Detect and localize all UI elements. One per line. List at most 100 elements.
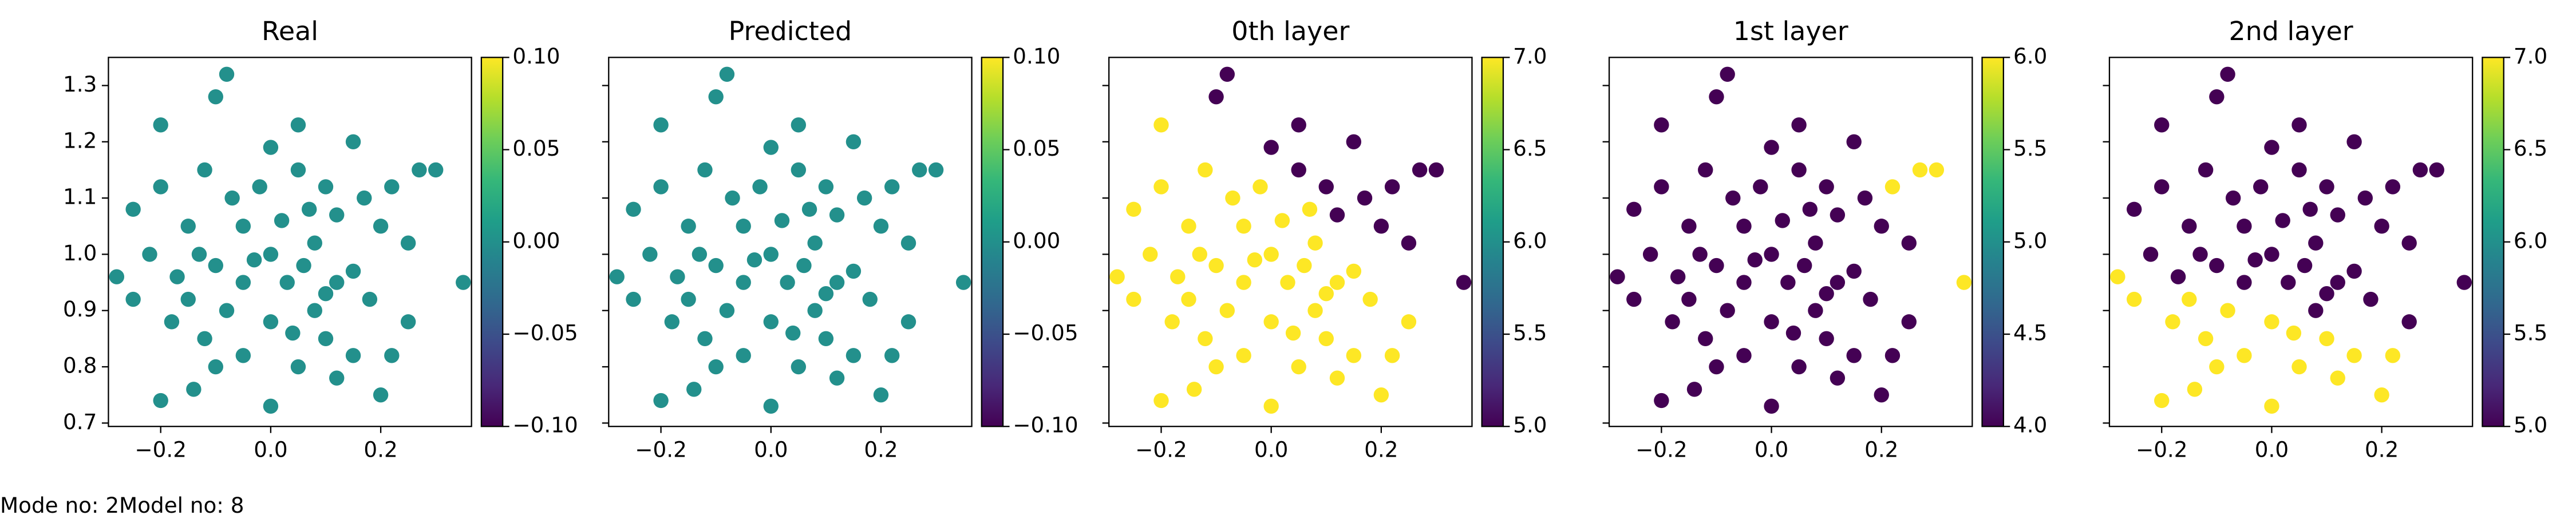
scatter-point	[1808, 303, 1823, 318]
scatter-point	[1610, 269, 1625, 284]
footer: Mode no: 2Model no: 8	[0, 493, 244, 515]
scatter-point	[1253, 179, 1268, 195]
scatter-point	[1208, 89, 1224, 105]
scatter-point	[818, 286, 834, 302]
scatter-point	[1346, 348, 1362, 363]
scatter-point	[2330, 370, 2345, 386]
scatter-point	[1291, 117, 1306, 133]
x-tick-label: 0.2	[1864, 437, 1898, 462]
scatter-point	[1373, 219, 1389, 234]
scatter-point	[900, 314, 916, 330]
scatter-point	[1857, 190, 1873, 206]
scatter-point	[1901, 314, 1917, 330]
scatter-point	[1956, 275, 1972, 290]
scatter-point	[2308, 303, 2324, 318]
scatter-point	[653, 179, 669, 195]
colorbar-tick-label: 6.0	[2514, 228, 2547, 253]
scatter-point	[1709, 89, 1724, 105]
scatter-point	[609, 269, 625, 284]
scatter-point	[708, 258, 724, 274]
scatter-point	[2308, 235, 2324, 251]
scatter-point	[2209, 359, 2225, 375]
y-tick-label: 1.2	[63, 128, 97, 153]
colorbar-tick-label: −0.10	[512, 413, 578, 438]
scatter-point	[1236, 348, 1251, 363]
scatter-point	[1198, 162, 1213, 178]
scatter-point	[2237, 348, 2252, 363]
scatter-point	[780, 275, 795, 290]
scatter-point	[1929, 162, 1945, 178]
colorbar	[981, 57, 1004, 427]
scatter-point	[1819, 286, 1834, 302]
scatter-point	[1901, 235, 1917, 251]
scatter-point	[681, 291, 696, 307]
scatter-point	[1819, 179, 1834, 195]
scatter-point	[2302, 201, 2318, 217]
scatter-point	[807, 303, 823, 318]
scatter-point	[1764, 314, 1779, 330]
scatter-point	[1143, 247, 1158, 262]
scatter-point	[1198, 331, 1213, 347]
scatter-point	[1780, 275, 1796, 290]
scatter-point	[763, 140, 779, 155]
scatter-point	[708, 89, 724, 105]
scatter-point	[279, 275, 295, 290]
scatter-point	[1263, 140, 1279, 155]
scatter-point	[2291, 162, 2307, 178]
scatter-point	[1698, 162, 1713, 178]
scatter-point	[846, 348, 862, 363]
scatter-point	[2209, 258, 2225, 274]
scatter-point	[1797, 258, 1812, 274]
scatter-point	[2182, 291, 2197, 307]
scatter-point	[142, 247, 157, 262]
scatter-point	[274, 213, 290, 228]
colorbar	[1981, 57, 2004, 427]
scatter-point	[791, 359, 807, 375]
x-tick-label: 0.0	[1755, 437, 1788, 462]
y-tick-label: 0.8	[63, 353, 97, 378]
scatter-point	[1698, 331, 1713, 347]
scatter-point	[1362, 291, 1378, 307]
scatter-point	[208, 89, 224, 105]
axes-frame	[608, 57, 973, 427]
scatter-point	[400, 314, 416, 330]
scatter-point	[1236, 219, 1251, 234]
scatter-point	[1170, 269, 1186, 284]
scatter-point	[1884, 179, 1901, 195]
scatter-point	[1764, 140, 1779, 155]
scatter-point	[1747, 252, 1763, 268]
scatter-point	[1225, 190, 1240, 206]
scatter-point	[1329, 207, 1345, 223]
colorbar-tick-label: 0.00	[1013, 228, 1060, 253]
colorbar-tick-label: 0.05	[1013, 136, 1060, 161]
scatter-point	[1785, 325, 1801, 341]
scatter-point	[2154, 117, 2170, 133]
scatter-point	[1654, 117, 1669, 133]
scatter-point	[818, 331, 834, 347]
scatter-point	[1126, 201, 1141, 217]
scatter-point	[1884, 348, 1901, 363]
scatter-point	[2374, 387, 2389, 403]
scatter-point	[1263, 398, 1279, 414]
scatter-point	[2297, 258, 2313, 274]
scatter-point	[2330, 207, 2345, 223]
scatter-point	[2401, 235, 2417, 251]
x-tick-label: 0.0	[2255, 437, 2289, 462]
scatter-point	[1428, 162, 1444, 178]
scatter-point	[208, 359, 224, 375]
colorbar-tick-label: 4.5	[2013, 320, 2047, 346]
scatter-point	[719, 66, 735, 82]
x-tick-label: 0.2	[364, 437, 397, 462]
colorbar-tick-label: 0.10	[1013, 43, 1060, 69]
scatter-point	[2198, 162, 2214, 178]
x-tick-label: 0.2	[2365, 437, 2399, 462]
scatter-point	[1830, 370, 1846, 386]
scatter-point	[2346, 134, 2362, 149]
colorbar-tick-label: 6.0	[2013, 43, 2047, 69]
scatter-point	[357, 190, 372, 206]
scatter-point	[1764, 247, 1779, 262]
scatter-point	[1247, 252, 1263, 268]
scatter-point	[2429, 162, 2444, 178]
scatter-point	[2253, 179, 2269, 195]
scatter-point	[1846, 263, 1862, 279]
